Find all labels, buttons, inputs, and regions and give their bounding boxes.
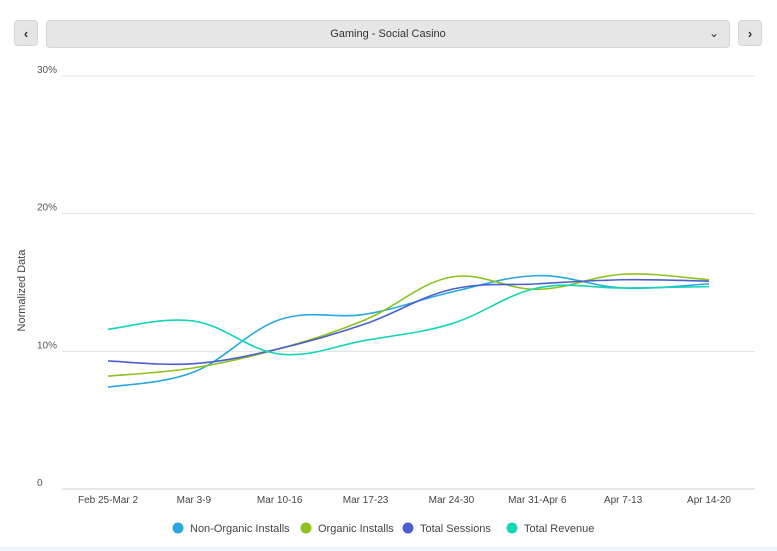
legend-marker [300, 522, 312, 534]
category-select-value: Gaming - Social Casino [330, 28, 446, 40]
x-tick-label: Mar 3-9 [177, 495, 212, 506]
legend-marker [172, 522, 184, 534]
chevron-left-icon: ‹ [23, 25, 29, 41]
category-select[interactable]: Gaming - Social Casino ⌄ [46, 20, 730, 48]
series-line [107, 273, 710, 377]
bottom-strip [0, 547, 777, 551]
series-line [107, 284, 710, 356]
y-axis-label: Normalized Data [16, 249, 28, 332]
x-tick-label: Mar 24-30 [429, 495, 475, 506]
x-tick-label: Apr 14-20 [687, 495, 731, 506]
x-tick-label: Apr 7-13 [604, 495, 643, 506]
y-tick-label: 30% [37, 65, 57, 76]
legend-marker [506, 522, 518, 534]
y-tick-label: 10% [37, 340, 57, 351]
legend-label: Total Sessions [420, 523, 491, 535]
x-tick-label: Feb 25-Mar 2 [78, 495, 138, 506]
x-tick-label: Mar 31-Apr 6 [508, 495, 567, 506]
y-tick-label: 0 [37, 478, 43, 489]
legend-marker [402, 522, 414, 534]
series-line [107, 274, 710, 388]
next-button[interactable]: › [738, 20, 762, 46]
x-tick-label: Mar 17-23 [343, 495, 389, 506]
legend-label: Organic Installs [318, 523, 394, 535]
chevron-right-icon: › [747, 25, 753, 41]
legend-label: Non-Organic Installs [190, 523, 290, 535]
previous-button[interactable]: ‹ [14, 20, 38, 46]
line-chart: 0 10% 20% 30% Normalized Data Feb 25-Mar 2 Mar… [16, 65, 755, 535]
y-tick-label: 20% [37, 203, 57, 214]
series-line [107, 278, 710, 366]
legend-label: Total Revenue [524, 523, 594, 535]
chevron-down-icon: ⌄ [708, 26, 719, 40]
x-tick-label: Mar 10-16 [257, 495, 303, 506]
